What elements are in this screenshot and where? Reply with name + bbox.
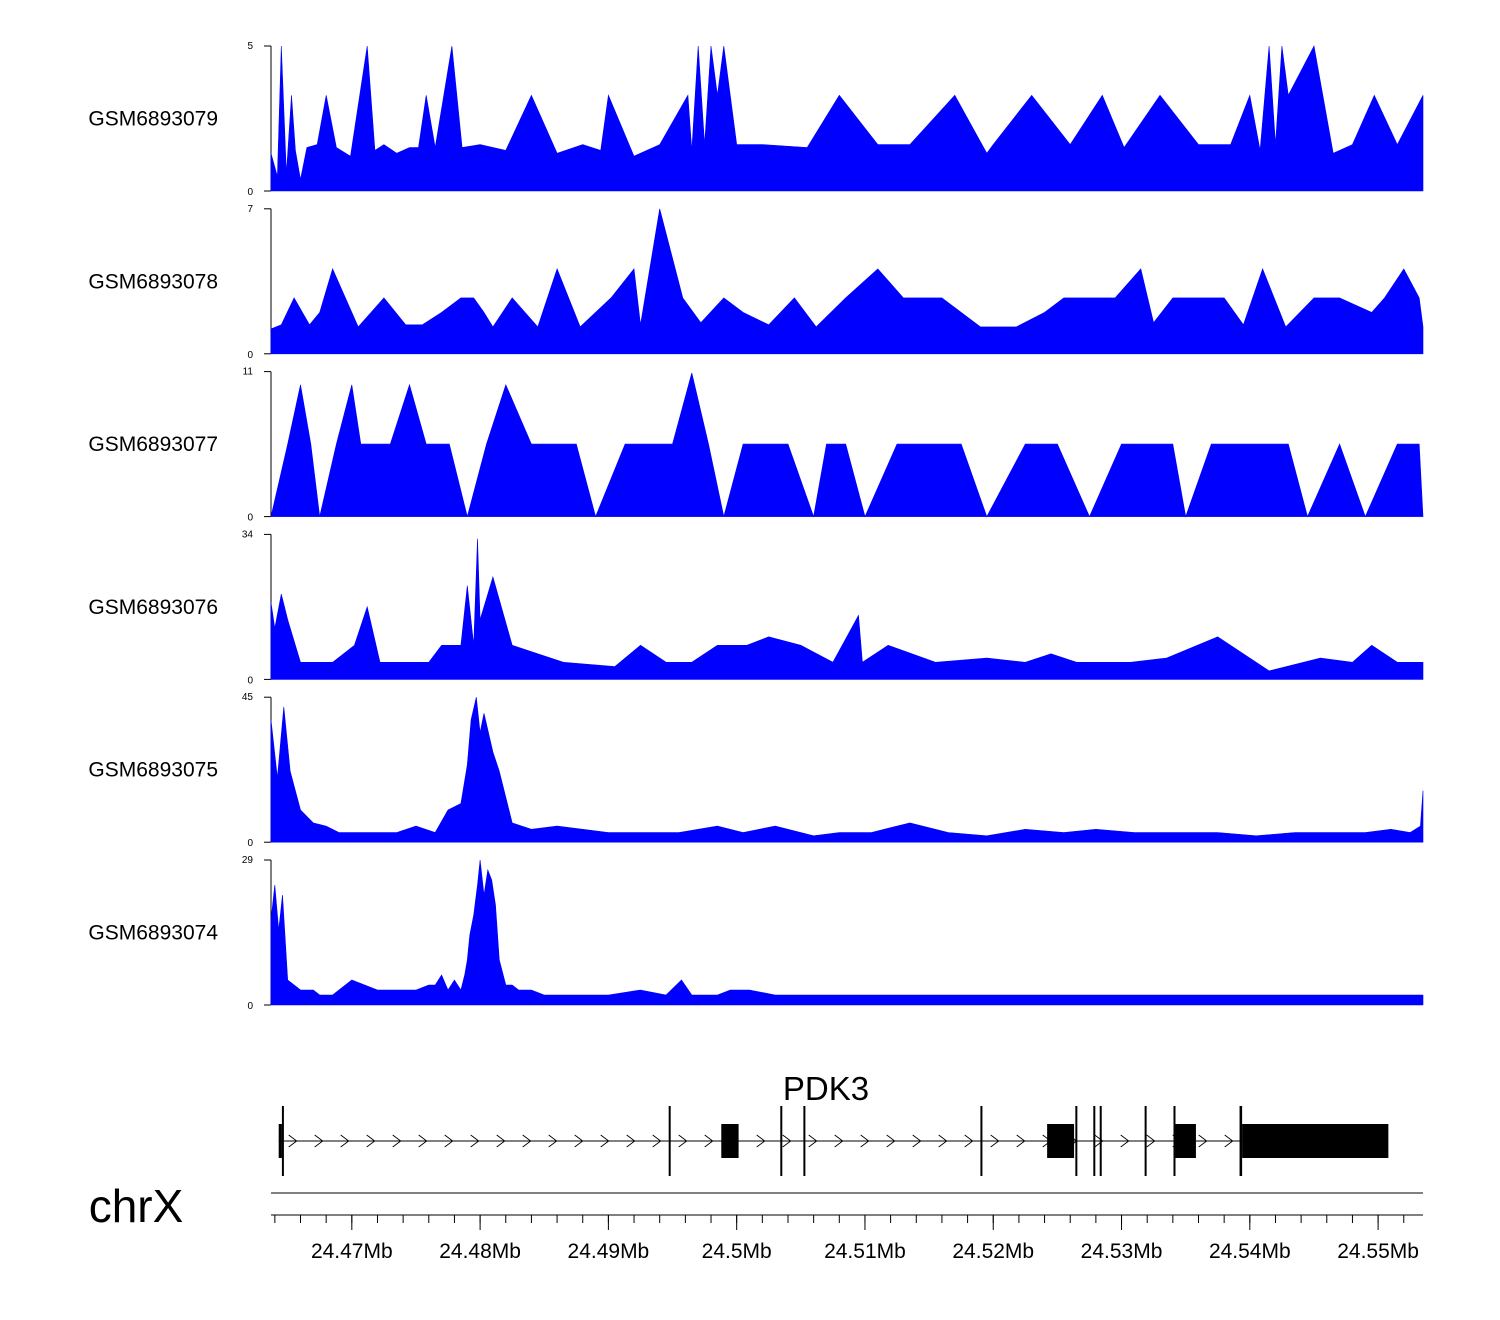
track-ymax-label: 45 — [242, 692, 254, 703]
track-ymin-label: 0 — [247, 513, 253, 524]
chromosome-label: chrX — [89, 1180, 184, 1232]
track-ymax-label: 34 — [242, 529, 254, 540]
strand-arrow — [496, 1134, 506, 1148]
exon — [1047, 1124, 1075, 1158]
strand-arrow — [548, 1134, 558, 1148]
exon — [281, 1106, 284, 1176]
strand-arrow — [1094, 1134, 1104, 1148]
exon — [1093, 1106, 1096, 1176]
x-tick-label: 24.54Mb — [1209, 1240, 1291, 1263]
track-label: GSM6893077 — [88, 433, 218, 456]
strand-arrow — [444, 1134, 454, 1148]
strand-arrow — [860, 1134, 870, 1148]
strand-arrow — [782, 1134, 792, 1148]
track-ymin-label: 0 — [247, 1001, 253, 1012]
exon — [668, 1106, 671, 1176]
x-tick-label: 24.51Mb — [824, 1240, 906, 1263]
track-GSM6893076: GSM6893076 34 0 — [88, 529, 1424, 686]
strand-arrow — [1146, 1134, 1156, 1148]
strand-arrow — [990, 1134, 1000, 1148]
strand-arrow — [756, 1134, 766, 1148]
strand-arrow — [522, 1134, 532, 1148]
exon — [1175, 1124, 1196, 1158]
x-tick-label: 24.49Mb — [568, 1240, 650, 1263]
exon — [780, 1106, 783, 1176]
strand-arrow — [678, 1134, 688, 1148]
coverage-area — [270, 859, 1424, 1006]
strand-arrow — [1224, 1134, 1234, 1148]
track-GSM6893078: GSM6893078 7 0 — [88, 204, 1424, 361]
strand-arrow — [808, 1134, 818, 1148]
track-ymin-label: 0 — [247, 675, 253, 686]
x-tick-label: 24.47Mb — [311, 1240, 393, 1263]
track-label: GSM6893078 — [88, 270, 218, 293]
strand-arrow — [886, 1134, 896, 1148]
exon — [1242, 1124, 1389, 1158]
exon — [721, 1124, 739, 1158]
strand-arrow — [574, 1134, 584, 1148]
track-GSM6893075: GSM6893075 45 0 — [88, 692, 1424, 849]
coverage-tracks: GSM689307950GSM689307870GSM6893077110GSM… — [88, 41, 1424, 1012]
x-tick-label: 24.55Mb — [1337, 1240, 1419, 1263]
track-ymin-label: 0 — [247, 350, 253, 361]
exon — [1239, 1106, 1243, 1176]
strand-arrow — [392, 1134, 402, 1148]
exon — [803, 1106, 806, 1176]
x-tick-label: 24.5Mb — [702, 1240, 772, 1263]
strand-arrow — [418, 1134, 428, 1148]
track-ymin-label: 0 — [247, 838, 253, 849]
coverage-area — [270, 538, 1424, 680]
strand-arrow — [470, 1134, 480, 1148]
strand-arrow — [340, 1134, 350, 1148]
exon — [980, 1106, 983, 1176]
coverage-area — [270, 372, 1424, 518]
exon — [1075, 1106, 1078, 1176]
gene-annotation-track: PDK3 — [278, 1070, 1389, 1176]
strand-arrow — [1198, 1134, 1208, 1148]
coverage-area — [270, 697, 1424, 843]
track-label: GSM6893075 — [88, 759, 218, 782]
track-ymax-label: 29 — [242, 855, 254, 866]
strand-arrow — [1016, 1134, 1026, 1148]
strand-arrow — [288, 1134, 298, 1148]
strand-arrow — [626, 1134, 636, 1148]
track-ymax-label: 7 — [247, 204, 253, 215]
strand-arrow — [366, 1134, 376, 1148]
track-ymax-label: 11 — [243, 367, 254, 378]
coverage-area — [270, 45, 1424, 192]
strand-arrow — [652, 1134, 662, 1148]
strand-arrow — [600, 1134, 610, 1148]
track-GSM6893074: GSM6893074 29 0 — [88, 855, 1424, 1012]
genome-axis: chrX 24.47Mb 24.48Mb 24.49Mb 24.5Mb 24.51Mb 2… — [89, 1180, 1423, 1263]
strand-arrow — [314, 1134, 324, 1148]
track-ymin-label: 0 — [247, 187, 253, 198]
track-GSM6893079: GSM6893079 5 0 — [88, 41, 1424, 198]
strand-arrow — [704, 1134, 714, 1148]
gene-name-label: PDK3 — [783, 1070, 869, 1107]
x-tick-label: 24.52Mb — [952, 1240, 1034, 1263]
exon — [1144, 1106, 1147, 1176]
track-label: GSM6893079 — [88, 108, 218, 131]
exon — [1173, 1106, 1176, 1176]
strand-arrow — [912, 1134, 922, 1148]
strand-arrow — [834, 1134, 844, 1148]
track-label: GSM6893074 — [88, 922, 218, 945]
strand-arrow — [964, 1134, 974, 1148]
x-tick-label: 24.53Mb — [1081, 1240, 1163, 1263]
coverage-area — [270, 208, 1424, 355]
strand-arrow — [1120, 1134, 1130, 1148]
track-ymax-label: 5 — [247, 41, 253, 52]
track-GSM6893077: GSM6893077 11 0 — [88, 367, 1424, 524]
exon — [1099, 1106, 1102, 1176]
strand-arrow — [938, 1134, 948, 1148]
track-label: GSM6893076 — [88, 596, 218, 619]
exon — [278, 1124, 282, 1158]
x-tick-label: 24.48Mb — [439, 1240, 521, 1263]
